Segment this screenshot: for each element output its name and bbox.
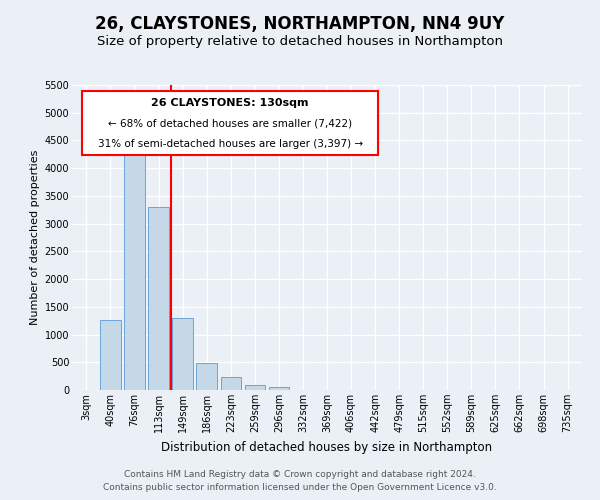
Text: Size of property relative to detached houses in Northampton: Size of property relative to detached ho… [97,35,503,48]
Text: 31% of semi-detached houses are larger (3,397) →: 31% of semi-detached houses are larger (… [98,138,362,148]
Bar [124,150,145,390]
FancyBboxPatch shape [82,91,378,155]
Text: 26 CLAYSTONES: 130sqm: 26 CLAYSTONES: 130sqm [151,98,309,108]
Y-axis label: Number of detached properties: Number of detached properties [31,150,40,325]
Bar [148,207,169,390]
X-axis label: Distribution of detached houses by size in Northampton: Distribution of detached houses by size … [161,440,493,454]
Bar [196,364,217,390]
Text: ← 68% of detached houses are smaller (7,422): ← 68% of detached houses are smaller (7,… [108,118,352,128]
Text: Contains HM Land Registry data © Crown copyright and database right 2024.
Contai: Contains HM Land Registry data © Crown c… [103,470,497,492]
Bar [100,320,121,390]
Bar [245,385,265,390]
Bar [269,387,289,390]
Bar [221,377,241,390]
Text: 26, CLAYSTONES, NORTHAMPTON, NN4 9UY: 26, CLAYSTONES, NORTHAMPTON, NN4 9UY [95,15,505,33]
Bar [172,318,193,390]
